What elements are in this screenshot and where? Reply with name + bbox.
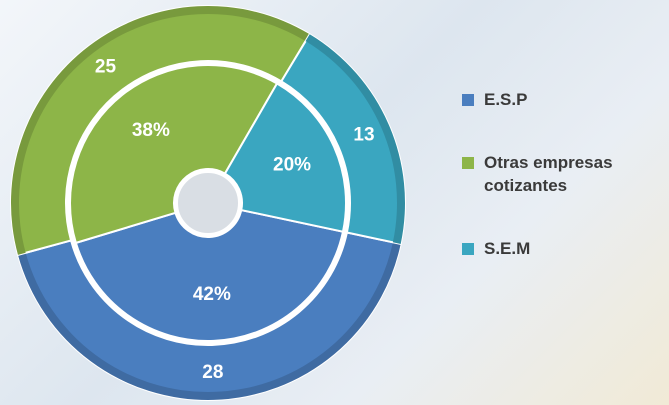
legend-swatch [462, 243, 474, 255]
legend-label: E.S.P [484, 90, 528, 109]
ring-divider [66, 61, 350, 345]
data-label: 42% [193, 284, 231, 305]
data-label: 28 [202, 362, 223, 383]
data-label: 20% [273, 155, 311, 176]
legend-item: S.E.M [462, 237, 662, 260]
legend: E.S.P Otras empresas cotizantes S.E.M [462, 88, 662, 300]
data-label: 25 [95, 56, 117, 77]
legend-swatch [462, 94, 474, 106]
legend-label: Otras empresas cotizantes [484, 153, 613, 195]
legend-item: E.S.P [462, 88, 662, 111]
legend-label: S.E.M [484, 239, 531, 258]
data-label: 38% [132, 120, 170, 141]
legend-item: Otras empresas cotizantes [462, 151, 662, 197]
segment-edge [305, 34, 405, 244]
legend-swatch [462, 157, 474, 169]
data-label: 13 [353, 124, 374, 145]
center-hole [174, 169, 242, 237]
